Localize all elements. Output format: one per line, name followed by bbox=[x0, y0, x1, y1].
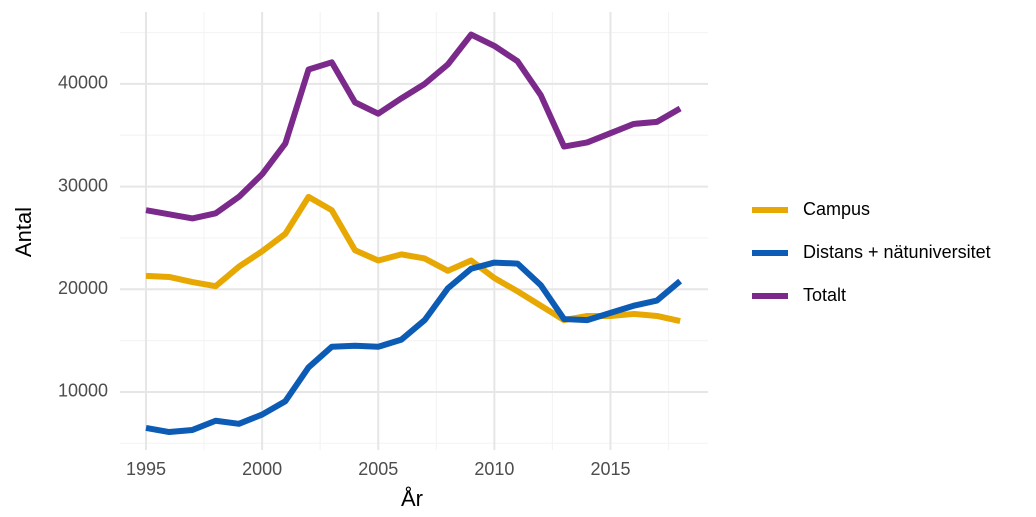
legend-label: Distans + nätuniversitet bbox=[803, 242, 991, 262]
x-tick-label: 2015 bbox=[590, 459, 630, 479]
legend-label: Campus bbox=[803, 199, 870, 219]
data-line bbox=[145, 193, 681, 325]
data-line bbox=[145, 259, 683, 436]
y-axis-title: Antal bbox=[11, 207, 36, 257]
x-axis-title: År bbox=[401, 486, 423, 511]
y-tick-label: 10000 bbox=[58, 381, 108, 401]
x-tick-label: 2005 bbox=[358, 459, 398, 479]
data-line bbox=[145, 31, 682, 222]
x-tick-label: 2010 bbox=[474, 459, 514, 479]
legend-label: Totalt bbox=[803, 285, 846, 305]
x-tick-label: 1995 bbox=[126, 459, 166, 479]
y-tick-label: 20000 bbox=[58, 278, 108, 298]
x-tick-label: 2000 bbox=[242, 459, 282, 479]
y-tick-label: 40000 bbox=[58, 73, 108, 93]
y-tick-label: 30000 bbox=[58, 175, 108, 195]
